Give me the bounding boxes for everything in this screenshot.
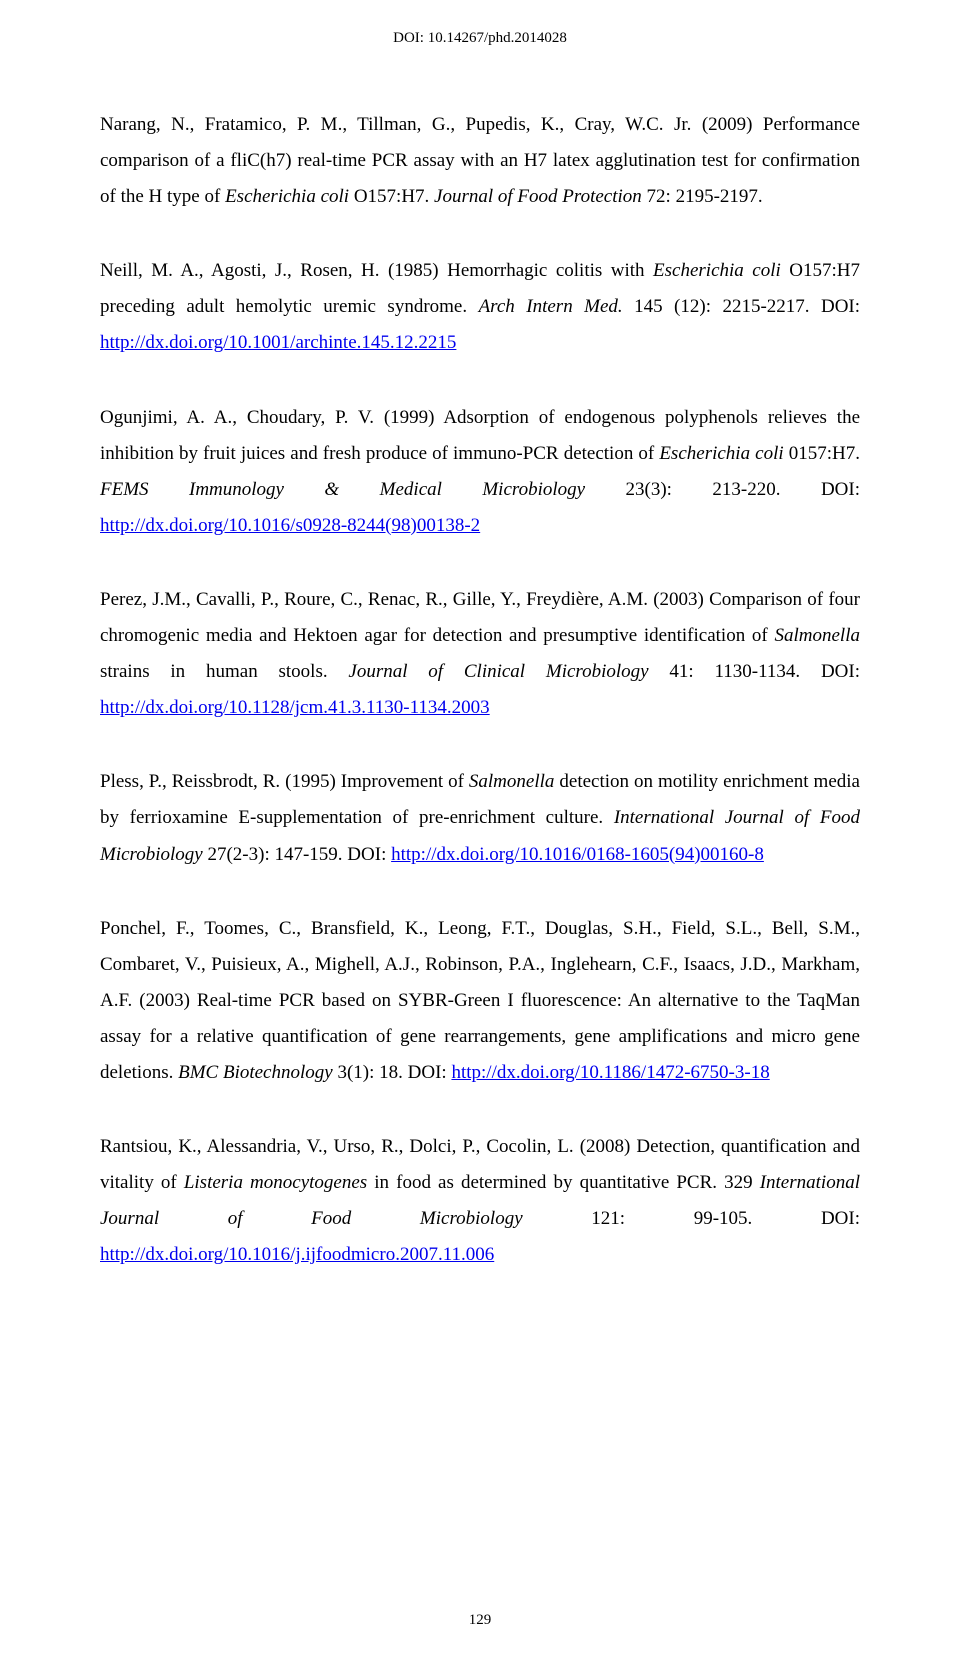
reference-entry: Ogunjimi, A. A., Choudary, P. V. (1999) … <box>100 400 860 544</box>
reference-italic: Arch Intern Med. <box>479 296 623 317</box>
reference-doi-link[interactable]: http://dx.doi.org/10.1016/0168-1605(94)0… <box>391 844 764 865</box>
reference-text: Perez, J.M., Cavalli, P., Roure, C., Ren… <box>100 589 860 646</box>
reference-doi-link[interactable]: http://dx.doi.org/10.1016/s0928-8244(98)… <box>100 515 480 536</box>
doi-header: DOI: 10.14267/phd.2014028 <box>100 30 860 47</box>
reference-entry: Rantsiou, K., Alessandria, V., Urso, R.,… <box>100 1129 860 1273</box>
reference-doi-link[interactable]: http://dx.doi.org/10.1128/jcm.41.3.1130-… <box>100 697 490 718</box>
reference-italic: BMC Biotechnology <box>178 1062 333 1083</box>
reference-text: in food as determined by quantitative PC… <box>367 1172 760 1193</box>
reference-text: Neill, M. A., Agosti, J., Rosen, H. (198… <box>100 260 653 281</box>
reference-text: strains in human stools. <box>100 661 348 682</box>
reference-doi-link[interactable]: http://dx.doi.org/10.1186/1472-6750-3-18 <box>451 1062 769 1083</box>
reference-entry: Narang, N., Fratamico, P. M., Tillman, G… <box>100 107 860 215</box>
reference-italic: Journal of Food Protection <box>434 186 642 207</box>
reference-italic: Listeria monocytogenes <box>184 1172 367 1193</box>
reference-entry: Neill, M. A., Agosti, J., Rosen, H. (198… <box>100 253 860 361</box>
reference-italic: Salmonella <box>469 771 555 792</box>
reference-text: 121: 99-105. DOI: <box>523 1208 860 1229</box>
reference-text: 41: 1130-1134. DOI: <box>649 661 860 682</box>
reference-italic: Escherichia coli <box>653 260 781 281</box>
reference-entry: Pless, P., Reissbrodt, R. (1995) Improve… <box>100 764 860 872</box>
reference-italic: FEMS Immunology & Medical Microbiology <box>100 479 585 500</box>
page-number: 129 <box>0 1612 960 1629</box>
reference-text: 3(1): 18. DOI: <box>333 1062 452 1083</box>
reference-text: 145 (12): 2215-2217. DOI: <box>623 296 860 317</box>
reference-text: Ponchel, F., Toomes, C., Bransfield, K.,… <box>100 918 860 1083</box>
reference-text: 0157:H7. <box>784 443 860 464</box>
reference-doi-link[interactable]: http://dx.doi.org/10.1016/j.ijfoodmicro.… <box>100 1244 494 1265</box>
reference-italic: Escherichia coli <box>659 443 783 464</box>
reference-italic: Salmonella <box>775 625 861 646</box>
reference-entry: Ponchel, F., Toomes, C., Bransfield, K.,… <box>100 911 860 1091</box>
reference-text: Pless, P., Reissbrodt, R. (1995) Improve… <box>100 771 469 792</box>
reference-entry: Perez, J.M., Cavalli, P., Roure, C., Ren… <box>100 582 860 726</box>
reference-italic: Journal of Clinical Microbiology <box>348 661 648 682</box>
reference-italic: Escherichia coli <box>225 186 349 207</box>
page-container: DOI: 10.14267/phd.2014028 Narang, N., Fr… <box>0 0 960 1659</box>
reference-text: 27(2-3): 147-159. DOI: <box>203 844 391 865</box>
reference-text: 23(3): 213-220. DOI: <box>585 479 860 500</box>
reference-text: 72: 2195-2197. <box>642 186 763 207</box>
reference-doi-link[interactable]: http://dx.doi.org/10.1001/archinte.145.1… <box>100 332 456 353</box>
reference-text: O157:H7. <box>349 186 434 207</box>
